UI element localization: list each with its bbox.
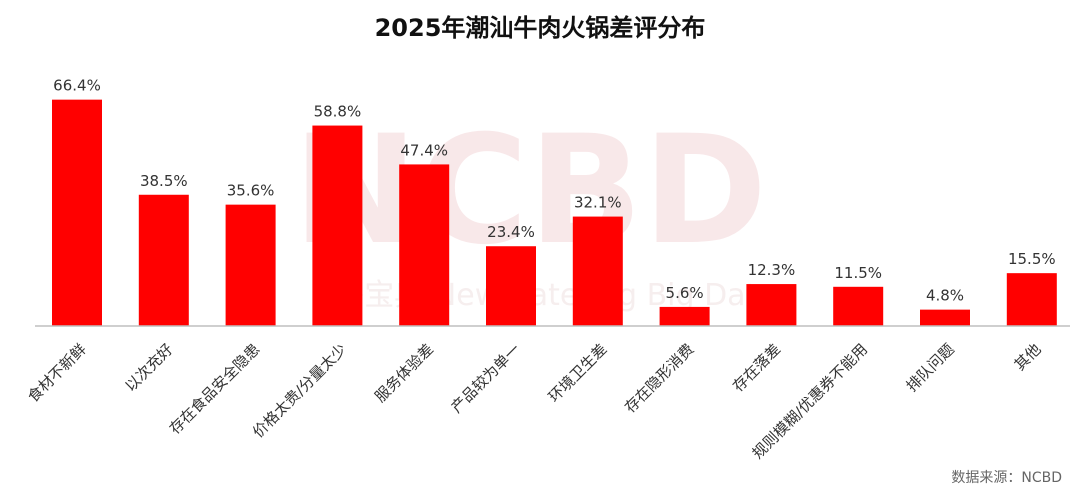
value-label-8: 5.6% <box>666 284 704 302</box>
bar-1 <box>52 99 102 326</box>
chart-title: 2025年潮汕牛肉火锅差评分布 <box>374 14 706 42</box>
source-note: 数据来源：NCBD <box>951 470 1062 486</box>
category-label-7: 环境卫生差 <box>545 340 611 406</box>
bar-12 <box>1006 273 1057 326</box>
bar-2 <box>138 194 189 326</box>
category-label-11: 排队问题 <box>903 340 958 395</box>
bars-group <box>52 99 1057 326</box>
category-label-2: 以次充好 <box>121 340 176 395</box>
category-label-5: 服务体验差 <box>371 340 437 406</box>
value-label-4: 58.8% <box>314 103 362 121</box>
bar-6 <box>486 246 536 326</box>
category-label-12: 其他 <box>1011 340 1045 374</box>
value-label-5: 47.4% <box>400 141 448 159</box>
category-label-3: 存在食品安全隐患 <box>166 340 264 438</box>
bar-11 <box>920 309 970 326</box>
value-label-6: 23.4% <box>487 223 535 241</box>
bar-7 <box>572 216 623 326</box>
bar-8 <box>659 306 710 326</box>
value-label-10: 11.5% <box>834 264 882 282</box>
value-label-11: 4.8% <box>926 287 964 305</box>
value-label-7: 32.1% <box>574 194 622 212</box>
category-label-9: 存在落差 <box>729 340 784 395</box>
category-label-8: 存在隐形消费 <box>621 340 697 416</box>
value-label-3: 35.6% <box>227 182 275 200</box>
category-label-1: 食材不新鲜 <box>24 340 90 406</box>
bar-4 <box>312 125 363 326</box>
value-label-9: 12.3% <box>748 261 796 279</box>
category-label-6: 产品较为单一 <box>447 340 523 416</box>
value-label-12: 15.5% <box>1008 250 1056 268</box>
value-label-2: 38.5% <box>140 172 188 190</box>
bar-3 <box>225 204 276 326</box>
value-labels-group: 66.4% 38.5% 35.6% 58.8% 47.4% 23.4% 32.1% 5.6% 1… <box>53 77 1055 305</box>
bar-9 <box>746 284 797 326</box>
category-label-4: 价格太贵/分量太少 <box>249 340 350 441</box>
bar-5 <box>399 164 450 326</box>
bar-10 <box>833 286 884 326</box>
value-label-1: 66.4% <box>53 77 101 95</box>
